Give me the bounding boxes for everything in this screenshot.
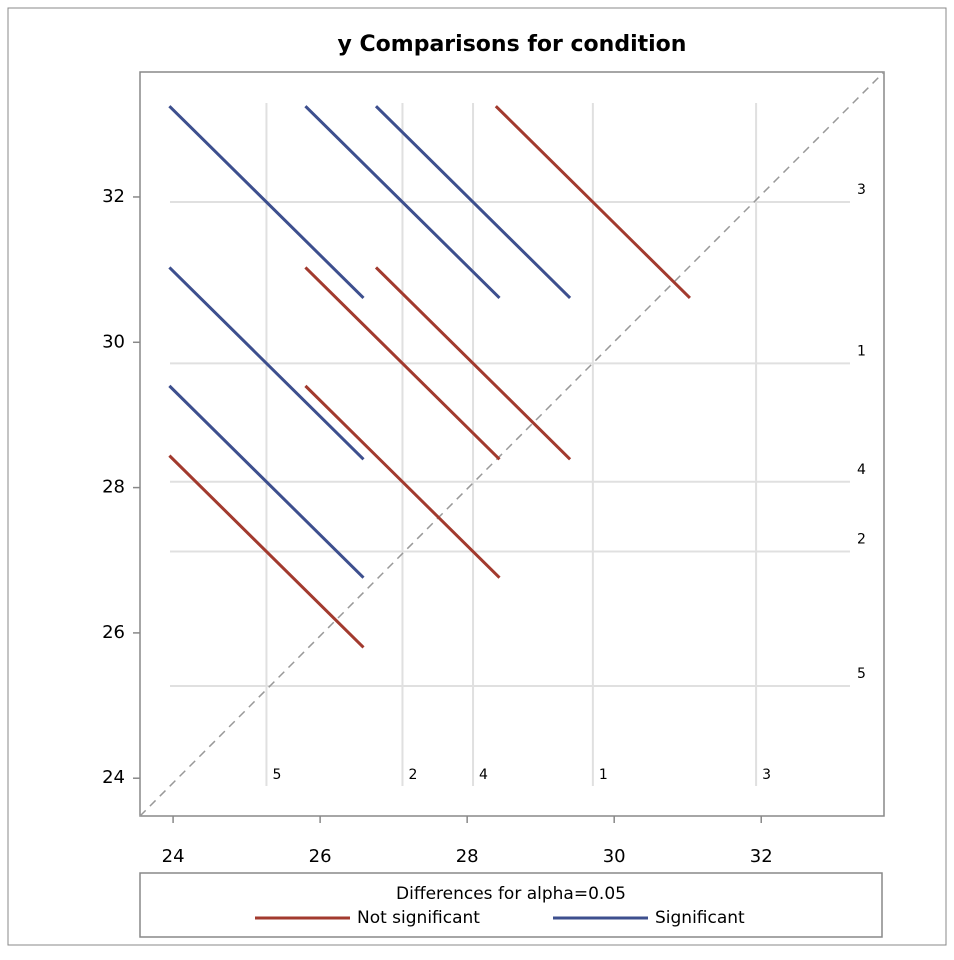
diagonal [139,71,885,817]
comparison-segment [304,266,501,461]
ref-label-bottom: 3 [762,767,771,783]
comparison-segment [494,105,691,300]
legend-label: Significant [655,908,745,928]
comparison-segment [168,384,365,579]
y-tick-label: 24 [102,767,125,788]
plot-frame [139,71,885,817]
comparison-segment [374,105,572,300]
comparison-segment [374,266,572,461]
y-tick-label: 26 [102,622,125,643]
x-tick-label: 30 [603,846,626,867]
ref-label-bottom: 4 [479,767,488,783]
ref-label-right: 3 [857,182,866,198]
chart-title: y Comparisons for condition [338,32,687,57]
comparison-segment [304,105,501,300]
ref-label-right: 2 [857,532,866,548]
y-tick-label: 30 [102,331,125,352]
ref-label-right: 1 [857,343,866,359]
ref-label-bottom: 5 [272,767,281,783]
comparison-segment [168,266,365,461]
legend-label: Not significant [357,908,480,928]
x-tick-label: 26 [309,846,332,867]
comparison-segment [168,454,365,649]
legend-box [139,872,883,938]
comparison-segment [168,105,365,300]
ref-label-bottom: 1 [599,767,608,783]
ref-label-right: 4 [857,462,866,478]
ref-label-bottom: 2 [408,767,417,783]
ref-label-right: 5 [857,666,866,682]
comparison-segment [304,384,501,579]
y-tick-label: 32 [102,186,125,207]
y-tick-label: 28 [102,477,125,498]
x-tick-label: 28 [456,846,479,867]
x-tick-label: 32 [750,846,773,867]
legend-title: Differences for alpha=0.05 [396,884,626,904]
outer-border [7,7,947,946]
x-tick-label: 24 [162,846,185,867]
